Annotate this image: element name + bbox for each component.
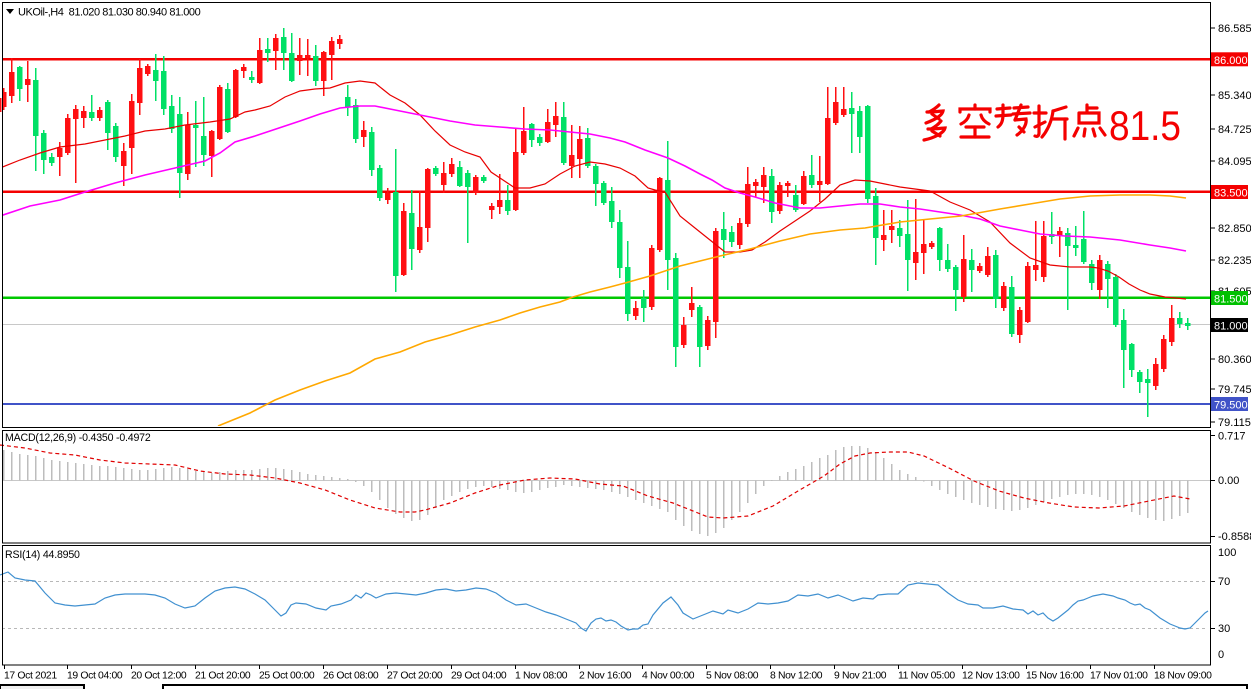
svg-text:29 Oct 04:00: 29 Oct 04:00	[451, 671, 507, 682]
svg-text:85.340: 85.340	[1218, 90, 1251, 102]
svg-text:4 Nov 00:00: 4 Nov 00:00	[642, 671, 695, 682]
svg-text:84.095: 84.095	[1218, 156, 1251, 168]
svg-text:12 Nov 13:00: 12 Nov 13:00	[962, 671, 1020, 682]
svg-text:79.500: 79.500	[1214, 400, 1248, 412]
svg-text:25 Oct 00:00: 25 Oct 00:00	[259, 671, 315, 682]
svg-text:83.500: 83.500	[1214, 188, 1248, 200]
svg-text:82.850: 82.850	[1218, 223, 1251, 235]
svg-text:17 Oct 2021: 17 Oct 2021	[4, 671, 57, 682]
svg-text:20 Oct 12:00: 20 Oct 12:00	[131, 671, 187, 682]
svg-text:1 Nov 08:00: 1 Nov 08:00	[515, 671, 568, 682]
svg-text:0.00: 0.00	[1218, 475, 1239, 487]
svg-text:0.717: 0.717	[1218, 431, 1246, 443]
svg-text:82.235: 82.235	[1218, 255, 1251, 267]
svg-text:30: 30	[1218, 623, 1230, 635]
svg-text:70: 70	[1218, 576, 1230, 588]
svg-text:26 Oct 08:00: 26 Oct 08:00	[323, 671, 379, 682]
svg-text:5 Nov 08:00: 5 Nov 08:00	[706, 671, 759, 682]
svg-text:9 Nov 21:00: 9 Nov 21:00	[834, 671, 887, 682]
svg-text:86.585: 86.585	[1218, 23, 1251, 35]
svg-text:15 Nov 16:00: 15 Nov 16:00	[1026, 671, 1084, 682]
svg-text:8 Nov 12:00: 8 Nov 12:00	[770, 671, 823, 682]
svg-text:27 Oct 20:00: 27 Oct 20:00	[387, 671, 443, 682]
svg-text:81.000: 81.000	[1214, 321, 1248, 333]
svg-text:84.725: 84.725	[1218, 124, 1251, 136]
svg-text:0: 0	[1218, 649, 1224, 661]
svg-text:79.745: 79.745	[1218, 384, 1251, 396]
svg-text:80.360: 80.360	[1218, 354, 1251, 366]
svg-text:81.5: 81.5	[1109, 102, 1181, 149]
svg-text:86.000: 86.000	[1214, 55, 1248, 67]
svg-text:17 Nov 01:00: 17 Nov 01:00	[1090, 671, 1148, 682]
svg-text:81.500: 81.500	[1214, 294, 1248, 306]
svg-text:RSI(14) 44.8950: RSI(14) 44.8950	[5, 549, 80, 561]
svg-text:11 Nov 05:00: 11 Nov 05:00	[898, 671, 955, 682]
svg-text:18 Nov 09:00: 18 Nov 09:00	[1154, 671, 1212, 682]
svg-text:19 Oct 04:00: 19 Oct 04:00	[67, 671, 123, 682]
svg-text:79.115: 79.115	[1218, 417, 1251, 429]
svg-text:UKOil-,H4 81.020 81.030 80.94: UKOil-,H4 81.020 81.030 80.940 81.000	[18, 7, 201, 19]
svg-text:-0.8588: -0.8588	[1218, 531, 1251, 543]
svg-text:MACD(12,26,9) -0.4350 -0.4972: MACD(12,26,9) -0.4350 -0.4972	[5, 432, 151, 444]
svg-text:100: 100	[1218, 547, 1236, 559]
svg-text:21 Oct 20:00: 21 Oct 20:00	[195, 671, 251, 682]
svg-text:2 Nov 16:00: 2 Nov 16:00	[579, 671, 632, 682]
